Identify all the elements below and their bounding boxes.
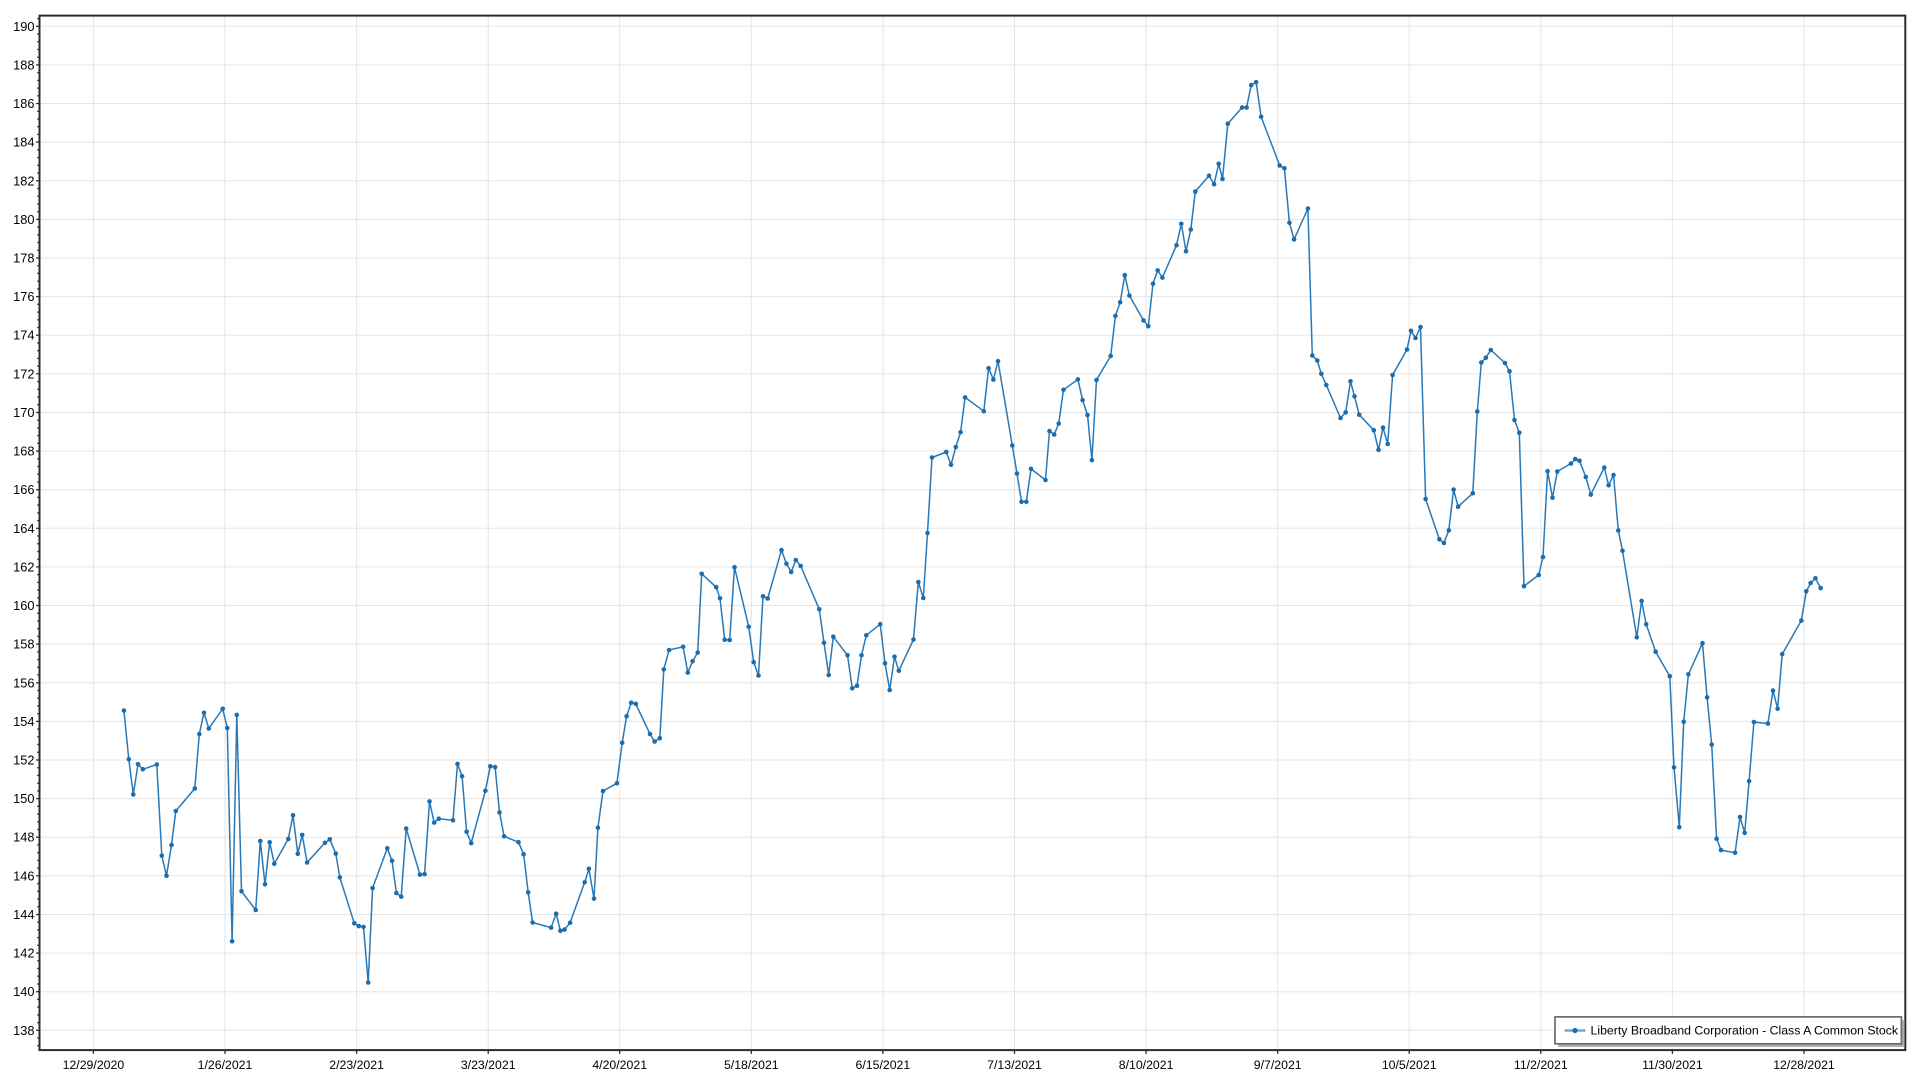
svg-text:142: 142 [13,946,34,961]
svg-text:156: 156 [13,675,34,690]
svg-text:138: 138 [13,1023,34,1038]
svg-text:11/30/2021: 11/30/2021 [1642,1058,1703,1072]
svg-text:150: 150 [13,791,34,806]
svg-text:5/18/2021: 5/18/2021 [724,1058,779,1072]
svg-text:148: 148 [13,830,34,845]
svg-text:Liberty Broadband Corporation: Liberty Broadband Corporation - Class A … [1591,1024,1899,1038]
svg-text:154: 154 [13,714,34,729]
svg-text:190: 190 [13,19,34,34]
svg-text:178: 178 [13,251,34,266]
svg-text:184: 184 [13,135,34,150]
svg-text:12/29/2020: 12/29/2020 [63,1058,125,1072]
svg-text:164: 164 [13,521,34,536]
svg-text:170: 170 [13,405,34,420]
svg-text:3/23/2021: 3/23/2021 [461,1058,516,1072]
svg-text:12/28/2021: 12/28/2021 [1773,1058,1835,1072]
svg-text:176: 176 [13,289,34,304]
svg-text:160: 160 [13,598,34,613]
svg-text:186: 186 [13,96,34,111]
svg-text:182: 182 [13,173,34,188]
svg-text:166: 166 [13,482,34,497]
svg-text:172: 172 [13,366,34,381]
svg-text:188: 188 [13,57,34,72]
svg-text:180: 180 [13,212,34,227]
svg-text:174: 174 [13,328,34,343]
svg-text:7/13/2021: 7/13/2021 [987,1058,1042,1072]
svg-text:168: 168 [13,444,34,459]
svg-text:146: 146 [13,868,34,883]
svg-text:6/15/2021: 6/15/2021 [856,1058,911,1072]
svg-text:11/2/2021: 11/2/2021 [1514,1058,1568,1072]
svg-text:144: 144 [13,907,34,922]
svg-text:140: 140 [13,984,34,999]
svg-text:8/10/2021: 8/10/2021 [1119,1058,1174,1072]
svg-text:162: 162 [13,559,34,574]
svg-text:9/7/2021: 9/7/2021 [1254,1058,1302,1072]
svg-text:10/5/2021: 10/5/2021 [1382,1058,1437,1072]
svg-text:1/26/2021: 1/26/2021 [198,1058,253,1072]
svg-text:158: 158 [13,637,34,652]
svg-text:2/23/2021: 2/23/2021 [329,1058,384,1072]
svg-text:152: 152 [13,753,34,768]
svg-text:4/20/2021: 4/20/2021 [592,1058,647,1072]
